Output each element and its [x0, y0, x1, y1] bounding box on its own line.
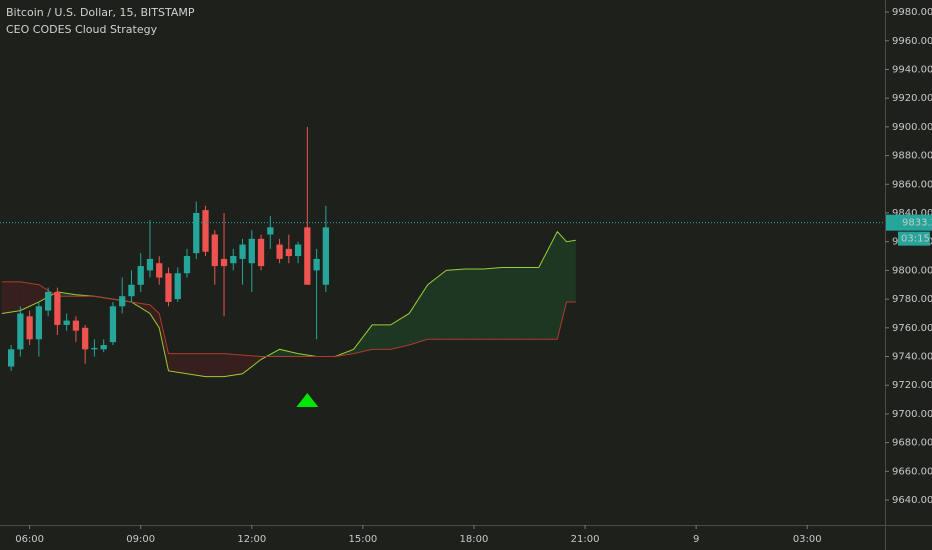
candle-body	[156, 263, 163, 278]
cloud-fill	[159, 313, 169, 371]
candle-body	[91, 347, 98, 350]
candle-body	[230, 256, 237, 264]
cloud-fill	[149, 304, 160, 328]
x-tick-label: 18:00	[460, 534, 489, 545]
last-price-label: 9833.27	[902, 218, 932, 229]
candle-body	[7, 349, 15, 367]
x-tick-label: 15:00	[348, 534, 377, 545]
y-tick-label: 9740.00	[892, 352, 932, 363]
cloud-fill	[353, 324, 373, 354]
y-tick-label: 9920.00	[892, 93, 932, 104]
cloud-fill	[446, 268, 465, 340]
y-tick-label: 9720.00	[892, 380, 932, 391]
cloud-line	[1, 281, 576, 358]
x-tick-label: 03:00	[793, 534, 822, 545]
cloud-fill	[520, 267, 539, 340]
y-tick-label: 9860.00	[892, 179, 932, 190]
cloud-fill	[372, 324, 391, 350]
x-tick-label: 06:00	[15, 534, 44, 545]
y-tick-label: 9780.00	[892, 294, 932, 305]
y-tick-label: 9800.00	[892, 265, 932, 276]
candle-body	[313, 258, 320, 271]
y-tick-label: 9680.00	[892, 438, 932, 449]
y-tick-label: 9700.00	[892, 409, 932, 420]
candle-body	[174, 273, 181, 300]
cloud-fill	[242, 355, 262, 374]
candle-body	[248, 238, 255, 264]
buy-signal	[296, 392, 319, 407]
y-tick-label: 9840.00	[892, 208, 932, 219]
cloud-fill	[557, 231, 567, 340]
candle-body	[183, 256, 191, 274]
y-tick-label: 9940.00	[892, 64, 932, 75]
candle-body	[202, 210, 209, 252]
cloud-fill	[501, 267, 521, 340]
candle-body	[294, 244, 302, 257]
candle-body	[285, 248, 292, 257]
y-tick-label: 9900.00	[892, 122, 932, 133]
candle-body	[109, 306, 117, 343]
countdown-box	[898, 231, 930, 246]
x-tick-label: 12:00	[237, 534, 266, 545]
candle-body	[276, 244, 283, 259]
x-tick-label: 21:00	[571, 534, 600, 545]
x-tick-label: 9	[693, 534, 699, 545]
candle-body	[17, 313, 24, 350]
candle-body	[63, 320, 70, 325]
candle-body	[35, 306, 43, 340]
cloud-fill	[279, 349, 299, 357]
y-tick-label: 9640.00	[892, 495, 932, 506]
cloud-fill	[566, 240, 576, 302]
candle-body	[72, 320, 80, 331]
candle-body	[137, 266, 144, 285]
cloud-fill	[409, 284, 428, 346]
last-price-box	[886, 214, 932, 231]
candle-body	[322, 227, 329, 285]
cloud-fill	[20, 281, 39, 311]
cloud-fill	[186, 353, 206, 377]
candle-body	[119, 296, 126, 307]
candle-body	[100, 345, 107, 350]
countdown-label: 03:15	[901, 234, 930, 245]
candle-body	[146, 258, 154, 271]
cloud-fill	[205, 353, 225, 377]
candle-body	[82, 327, 89, 350]
candle-body	[211, 234, 218, 267]
candle-body	[54, 291, 61, 325]
candle-body	[165, 273, 172, 302]
cloud-fill	[464, 268, 484, 340]
y-tick-label: 9960.00	[892, 36, 932, 47]
candle-body	[257, 238, 265, 267]
candle-body	[193, 212, 200, 254]
y-tick-label: 9880.00	[892, 151, 932, 162]
candle-body	[304, 227, 311, 285]
candle-body	[128, 284, 135, 297]
y-tick-label: 9980.00	[892, 7, 932, 18]
cloud-fill	[1, 281, 21, 314]
indicator-name: CEO CODES Cloud Strategy	[6, 23, 158, 36]
cloud-fill	[168, 353, 187, 374]
plot-area	[0, 126, 885, 407]
candle-body	[239, 244, 246, 259]
y-tick-label: 9660.00	[892, 466, 932, 477]
cloud-fill	[483, 267, 502, 340]
cloud-fill	[427, 270, 447, 340]
candle-body	[26, 316, 33, 340]
y-tick-label: 9760.00	[892, 323, 932, 334]
chart-title: Bitcoin / U.S. Dollar, 15, BITSTAMP	[6, 6, 195, 19]
candle-body	[267, 227, 274, 235]
candle-body	[220, 258, 228, 267]
candle-body	[45, 291, 52, 311]
axes: 9640.00 9660.00 9680.00 9700.00 9720.00 9740.…	[15, 7, 932, 545]
x-tick-label: 09:00	[126, 534, 155, 545]
cloud-fill	[224, 353, 243, 377]
